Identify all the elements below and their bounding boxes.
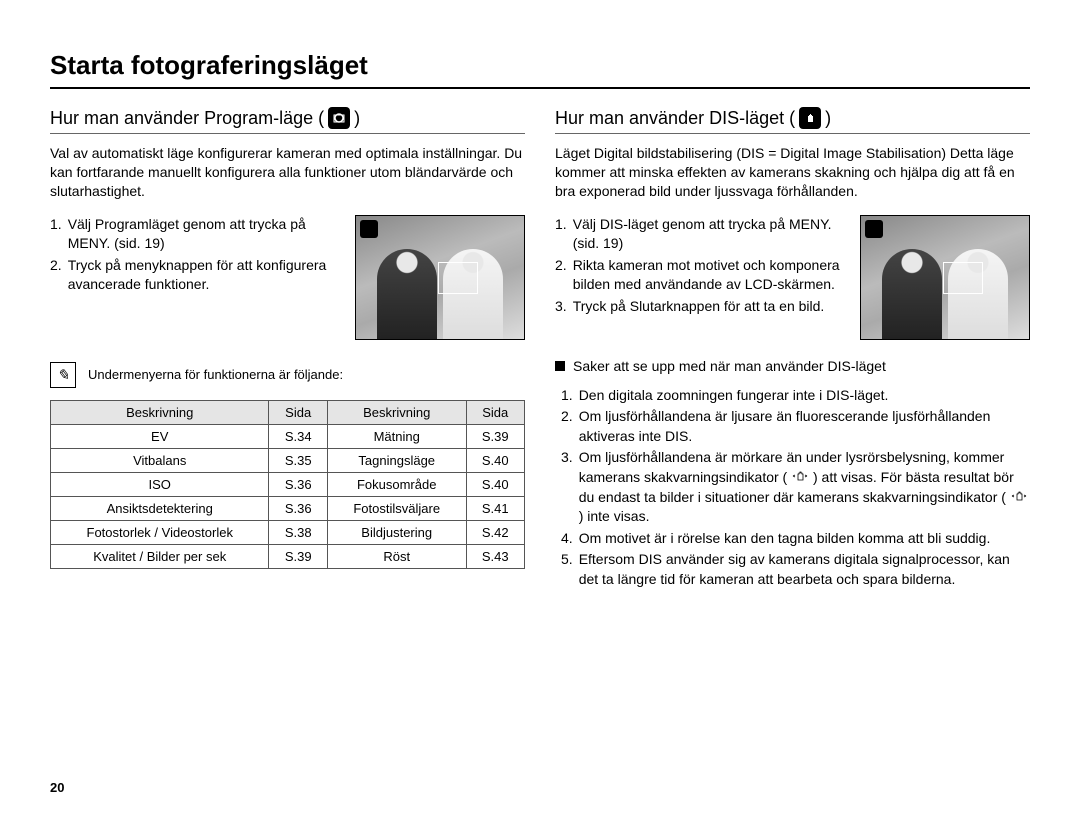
note-text: Undermenyerna för funktionerna är följan… xyxy=(88,367,343,382)
dis-intro: Läget Digital bildstabilisering (DIS = D… xyxy=(555,144,1030,201)
dis-cautions-heading: Saker att se upp med när man använder DI… xyxy=(573,358,886,374)
program-heading: Hur man använder Program-läge ( ) xyxy=(50,107,525,134)
dis-mode-icon xyxy=(799,107,821,129)
heading-text-post: ) xyxy=(354,108,360,129)
page-number: 20 xyxy=(50,780,64,795)
table-row: EVS.34MätningS.39 xyxy=(51,424,525,448)
program-steps: 1.Välj Programläget genom att trycka på … xyxy=(50,215,341,297)
heading-text-pre: Hur man använder Program-läge ( xyxy=(50,108,324,129)
table-row: AnsiktsdetekteringS.36FotostilsväljareS.… xyxy=(51,496,525,520)
shake-warning-icon xyxy=(1010,488,1028,502)
table-row: Kvalitet / Bilder per sekS.39RöstS.43 xyxy=(51,544,525,568)
right-column: Hur man använder DIS-läget ( ) Läget Dig… xyxy=(555,107,1030,592)
photo-mode-badge xyxy=(360,220,378,238)
photo-mode-badge xyxy=(865,220,883,238)
dis-steps: 1.Välj DIS-läget genom att trycka på MEN… xyxy=(555,215,846,319)
heading-text-pre: Hur man använder DIS-läget ( xyxy=(555,108,795,129)
note-icon: ✎ xyxy=(50,362,76,388)
left-column: Hur man använder Program-läge ( ) Val av… xyxy=(50,107,525,592)
focus-indicator xyxy=(943,262,983,294)
program-intro: Val av automatiskt läge konfigurerar kam… xyxy=(50,144,525,201)
table-row: Fotostorlek / VideostorlekS.38Bildjuster… xyxy=(51,520,525,544)
caution-with-icons: 3. Om ljusförhållandena är mörkare än un… xyxy=(561,448,1030,526)
program-mode-icon xyxy=(328,107,350,129)
dis-sample-photo xyxy=(860,215,1030,340)
dis-cautions-list: 1.Den digitala zoomningen fungerar inte … xyxy=(555,386,1030,590)
focus-indicator xyxy=(438,262,478,294)
heading-text-post: ) xyxy=(825,108,831,129)
submenu-table: Beskrivning Sida Beskrivning Sida EVS.34… xyxy=(50,400,525,569)
bullet-square-icon xyxy=(555,361,565,371)
program-sample-photo xyxy=(355,215,525,340)
page-title: Starta fotograferingsläget xyxy=(50,50,1030,89)
table-row: VitbalansS.35TagningslägeS.40 xyxy=(51,448,525,472)
table-header-row: Beskrivning Sida Beskrivning Sida xyxy=(51,400,525,424)
dis-heading: Hur man använder DIS-läget ( ) xyxy=(555,107,1030,134)
shake-warning-icon xyxy=(791,468,809,482)
table-row: ISOS.36FokusområdeS.40 xyxy=(51,472,525,496)
